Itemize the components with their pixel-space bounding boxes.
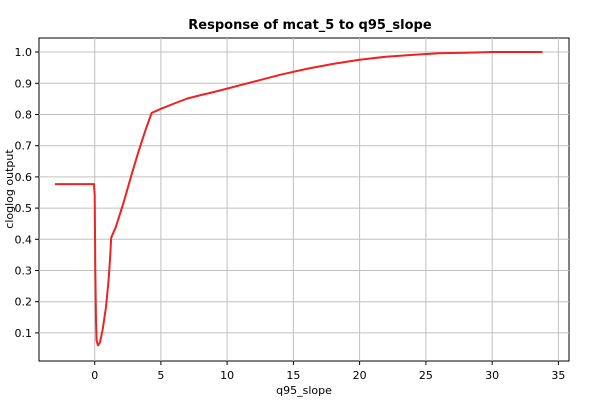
- x-tick-label: 30: [485, 369, 499, 382]
- y-tick-label: 1.0: [15, 46, 33, 59]
- y-axis-label: cloglog output: [3, 149, 16, 229]
- x-tick-label: 20: [353, 369, 367, 382]
- y-tick-label: 0.9: [15, 77, 33, 90]
- y-tick-label: 0.1: [15, 327, 33, 340]
- y-tick-label: 0.4: [15, 233, 33, 246]
- x-tick-label: 10: [220, 369, 234, 382]
- x-tick-label: 25: [419, 369, 433, 382]
- y-tick-label: 0.7: [15, 140, 33, 153]
- x-tick-label: 35: [551, 369, 565, 382]
- plot-area: [38, 37, 570, 362]
- y-tick-label: 0.8: [15, 109, 33, 122]
- x-tick-label: 5: [157, 369, 164, 382]
- y-tick-label: 0.3: [15, 265, 33, 278]
- x-tick-label: 15: [286, 369, 300, 382]
- x-axis-label: q95_slope: [276, 384, 332, 397]
- x-axis: 0 5 10 15 20 25 30 35: [91, 361, 565, 382]
- y-axis: 0.1 0.2 0.3 0.4 0.5 0.6 0.7 0.8 0.9 1.0: [15, 46, 39, 340]
- x-tick-label: 0: [91, 369, 98, 382]
- grid-lines: [39, 38, 569, 361]
- series-line: [54, 51, 543, 347]
- y-tick-label: 0.5: [15, 202, 33, 215]
- series-group: [54, 51, 543, 347]
- chart-title: Response of mcat_5 to q95_slope: [188, 18, 432, 33]
- y-tick-label: 0.6: [15, 171, 33, 184]
- y-tick-label: 0.2: [15, 296, 33, 309]
